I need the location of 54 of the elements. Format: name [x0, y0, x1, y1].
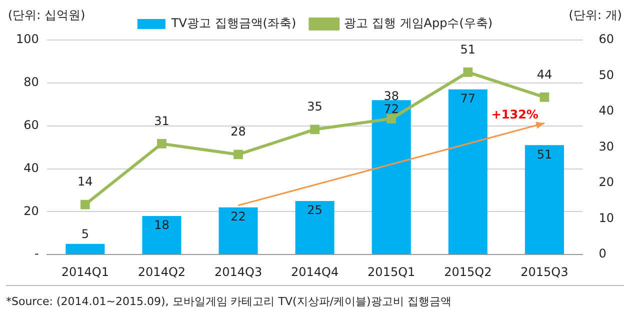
y2-tick-label: 50: [598, 68, 614, 82]
y2-tick-label: 10: [598, 210, 614, 225]
y-tick-label: 40: [24, 160, 39, 175]
data-label: 72: [384, 102, 400, 116]
data-label: 51: [536, 147, 552, 162]
point: [463, 68, 473, 77]
y2-tick-label: 0: [598, 246, 606, 261]
x-tick-label: 2014Q4: [291, 264, 339, 279]
point: [157, 139, 166, 148]
y2-tick-label: 40: [598, 104, 614, 118]
legend-label: TV광고 집행금액(좌축): [170, 16, 296, 30]
y-tick-label: 60: [24, 118, 39, 132]
data-label: 25: [307, 203, 322, 218]
y-axis-title: (단위: 십억원): [8, 8, 86, 22]
annotation: +132%: [491, 107, 538, 122]
point: [310, 124, 320, 134]
data-label: 31: [154, 114, 170, 128]
y2-tick-label: 20: [598, 175, 614, 190]
data-label: 22: [230, 210, 246, 224]
point: [540, 92, 550, 102]
bar: [142, 216, 182, 254]
data-label: 28: [230, 124, 246, 139]
y-tick-label: -: [34, 246, 39, 261]
data-label: 5: [81, 226, 89, 241]
data-label: 14: [78, 174, 93, 189]
y-tick-label: 100: [16, 32, 39, 46]
data-label: 35: [307, 100, 322, 114]
bar: [66, 244, 105, 254]
y2-axis-title: (단위: 개): [568, 8, 622, 22]
data-label: 18: [154, 218, 170, 232]
x-tick-label: 2015Q1: [368, 264, 416, 279]
bar: [295, 200, 334, 254]
y-tick-label: 20: [24, 204, 39, 218]
point: [80, 200, 90, 210]
x-tick-label: 2015Q3: [520, 264, 568, 279]
bar: [524, 145, 564, 254]
point: [386, 114, 396, 124]
data-label: 38: [384, 88, 400, 103]
bar: [372, 100, 411, 254]
text: *Source: (2014.01~2015.09), 모바일게임 카테고리 TV(지상파/케이블)광고비 집행금액: [6, 285, 624, 309]
x-tick-label: 2014Q3: [214, 264, 262, 279]
y2-tick-label: 30: [598, 139, 614, 154]
bar: [218, 207, 258, 254]
data-label: 51: [460, 42, 476, 56]
point: [234, 150, 243, 160]
x-tick-label: 2015Q2: [444, 264, 492, 279]
data-label: 77: [460, 91, 476, 106]
legend-label: 광고 집행 게임App수(우축): [344, 16, 493, 30]
x-tick-label: 2014Q1: [61, 264, 109, 279]
y2-tick-label: 60: [598, 32, 614, 46]
bar: [448, 89, 488, 254]
y-tick-label: 80: [24, 75, 39, 90]
x-tick-label: 2014Q2: [138, 264, 186, 279]
data-label: 44: [536, 67, 552, 82]
